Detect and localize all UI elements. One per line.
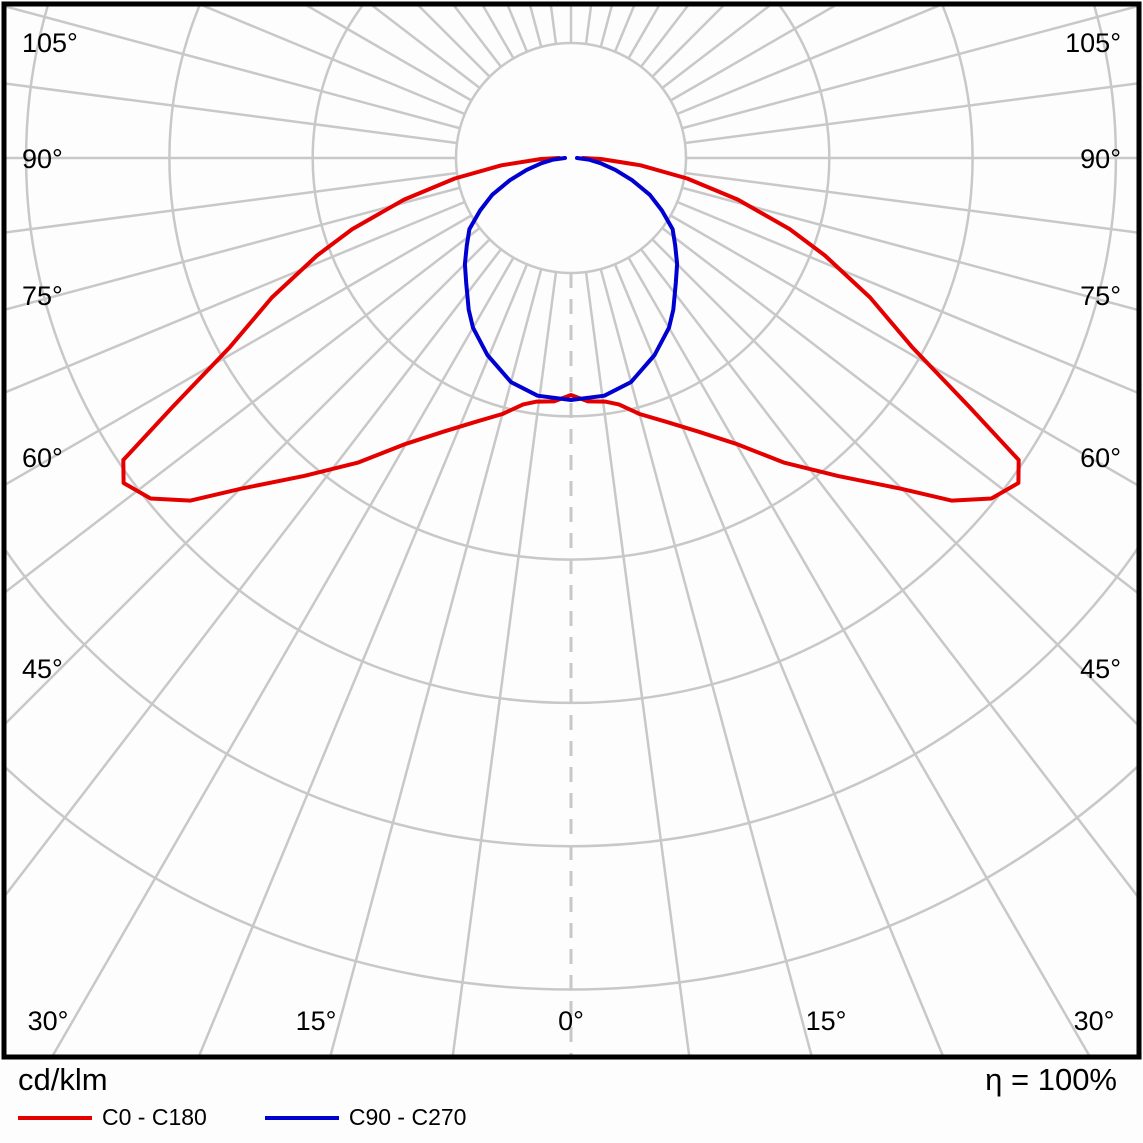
angle-labels: 105° 90° 75° 60° 45° 105° 90° 75° 60° 45° 30° 15° 0°…: [22, 28, 1121, 1036]
grid-ray: [6, 214, 473, 486]
grid-ray: [198, 263, 529, 1055]
angle-label: 60°: [1080, 443, 1121, 473]
angle-label: 75°: [1080, 281, 1121, 311]
grid-ray: [6, 186, 461, 311]
grid-ray: [684, 171, 1137, 234]
grid-ray: [6, 248, 502, 897]
grid-ring: [454, 41, 688, 275]
grid-ray: [669, 214, 1137, 487]
angle-label: 15°: [296, 1006, 337, 1036]
grid-ray: [329, 268, 543, 1055]
angle-label: 60°: [22, 443, 63, 473]
grid-ray: [6, 6, 461, 130]
curves: [121, 156, 1021, 503]
legend-line-c90-icon: [264, 1115, 339, 1120]
grid-ray: [684, 82, 1137, 145]
grid-ray: [6, 82, 458, 145]
grid-ray: [640, 248, 1137, 898]
grid-ray: [613, 263, 944, 1055]
grid-ray: [651, 238, 1137, 726]
angle-label: 30°: [28, 1006, 69, 1036]
grid-ray: [6, 227, 481, 594]
grid-ray: [627, 256, 1091, 1055]
curve-c90-c270: [462, 156, 680, 402]
grid-ray: [584, 271, 691, 1055]
unit-label: cd/klm: [18, 1062, 108, 1097]
angle-label: 75°: [22, 281, 63, 311]
grid-ray: [681, 6, 1137, 130]
angle-label: 45°: [1080, 654, 1121, 684]
grid-ray: [6, 200, 466, 394]
efficiency-label: η = 100%: [985, 1062, 1117, 1097]
angle-label: 90°: [1080, 144, 1121, 174]
grid-ray: [451, 271, 558, 1055]
grid-ray: [6, 238, 491, 725]
legend-label-c90: C90 - C270: [348, 1104, 467, 1130]
angle-label: 90°: [22, 144, 63, 174]
grid-ray: [6, 171, 458, 234]
angle-label: 45°: [22, 654, 63, 684]
plot-border: [1, 1, 1142, 1060]
grid-ray: [661, 227, 1137, 594]
angle-label: 0°: [558, 1006, 584, 1036]
angle-label: 105°: [1065, 28, 1121, 58]
angle-label: 15°: [806, 1006, 847, 1036]
legend: C0 - C180 C90 - C270: [18, 1104, 466, 1131]
grid-ray: [681, 186, 1137, 311]
angle-label: 30°: [1074, 1006, 1115, 1036]
legend-label-c0: C0 - C180: [102, 1104, 207, 1130]
grid-ray: [200, 6, 466, 116]
grid-ray: [676, 6, 942, 116]
grid-ray: [599, 268, 813, 1055]
angle-label: 105°: [22, 28, 78, 58]
grid-ray: [676, 200, 1137, 394]
grid-ray: [51, 256, 515, 1055]
curve-c0-c180: [121, 156, 1021, 503]
legend-line-c0-icon: [18, 1115, 92, 1120]
